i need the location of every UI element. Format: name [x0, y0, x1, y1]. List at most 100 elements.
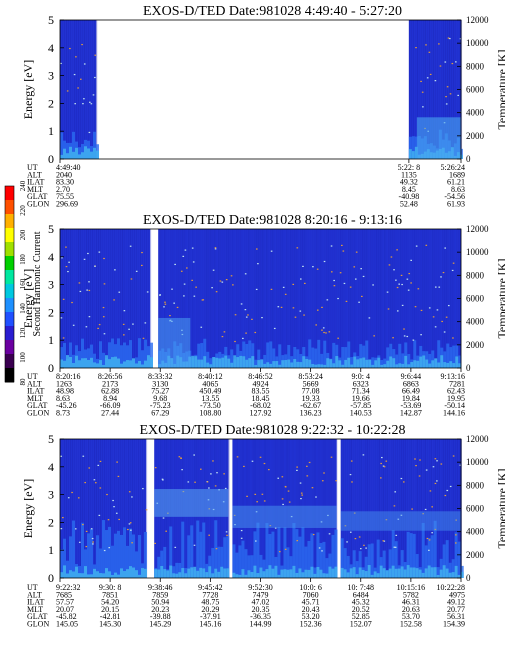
spectrogram-low-energy-peak — [206, 362, 210, 368]
spectrogram-low-energy — [290, 356, 294, 368]
spectrogram-low-energy-peak — [147, 355, 150, 368]
spectrogram-column — [406, 229, 408, 368]
temperature-point — [304, 282, 306, 285]
spectrogram-low-energy — [105, 530, 108, 578]
spectrogram-low-energy — [269, 341, 273, 368]
spectrogram-low-energy-peak — [382, 568, 386, 578]
ephemeris-value: 8.63 — [56, 394, 70, 403]
spectrogram-column — [84, 20, 86, 159]
temperature-point — [284, 548, 287, 550]
spectrogram-low-energy-peak — [434, 358, 438, 368]
temperature-point — [400, 514, 403, 516]
temperature-point — [145, 509, 148, 511]
temperature-point — [396, 310, 399, 312]
spectrogram-column — [408, 229, 410, 368]
spectrogram-low-energy — [63, 538, 66, 578]
temperature-point — [296, 469, 298, 471]
spectrogram-column — [264, 229, 266, 368]
temperature-point — [92, 94, 95, 96]
spectrogram-column — [376, 439, 378, 578]
spectrogram-low-energy-peak — [75, 355, 78, 368]
ephemeris-value: 75.55 — [56, 192, 74, 201]
ephemeris-value: 45.71 — [302, 598, 320, 607]
temperature-point — [451, 269, 454, 272]
temperature-point — [383, 540, 386, 542]
spectrogram-low-energy-peak — [60, 359, 63, 368]
y-tick-label: 3 — [48, 278, 54, 292]
temperature-point — [382, 540, 385, 542]
colorbar: 80 100 120 140 160 180 200 220 240 Second Harmoni… — [4, 180, 43, 386]
temperature-point — [415, 464, 417, 467]
spectrogram-low-energy — [135, 551, 138, 578]
ephemeris-value: 56.31 — [447, 612, 465, 621]
spectrogram-low-energy — [90, 344, 93, 368]
temperature-point — [186, 267, 188, 269]
spectrogram-column — [94, 229, 96, 368]
spectrogram-column — [106, 229, 108, 368]
spectrogram-column — [178, 229, 180, 368]
spectrogram-low-energy-peak — [284, 359, 288, 368]
spectrogram-column — [64, 439, 66, 578]
spectrogram-low-energy — [78, 147, 81, 159]
spectrogram-low-energy-peak — [233, 355, 237, 368]
spectrogram-low-energy-peak — [123, 571, 126, 578]
temperature-point — [225, 279, 228, 281]
colorbar-swatch — [5, 298, 14, 313]
temperature-point — [223, 473, 225, 475]
spectrogram-low-energy-peak — [259, 567, 263, 578]
spectrogram-low-energy-peak — [413, 360, 417, 368]
spectrogram-low-energy-peak — [283, 569, 287, 578]
spectrogram-low-energy-peak — [275, 361, 279, 368]
spectrogram-column — [386, 439, 388, 578]
spectrogram-column — [294, 229, 296, 368]
colorbar-tick-label: 100 — [19, 352, 27, 363]
spectrogram-column — [452, 439, 454, 578]
ephemeris-row-label: GLON — [27, 200, 49, 209]
temperature-point — [212, 460, 214, 462]
spectrogram-column — [340, 229, 342, 368]
temperature-point — [393, 269, 395, 271]
spectrogram-low-energy — [251, 343, 255, 368]
ephemeris-value: 4:49:40 — [56, 163, 80, 172]
ephemeris-value: 20.63 — [402, 605, 420, 614]
ephemeris-row-label: ALT — [27, 170, 42, 179]
spectrogram-column — [376, 229, 378, 368]
spectrogram-low-energy-peak — [362, 357, 366, 368]
temperature-point — [362, 454, 365, 456]
spectrogram-low-energy-peak — [320, 364, 324, 368]
spectrogram-low-energy — [117, 530, 120, 578]
temperature-point — [174, 263, 176, 266]
spectrogram-low-energy-peak — [265, 569, 269, 578]
spectrogram-column — [304, 229, 306, 368]
temperature-point — [424, 508, 427, 511]
spectrogram-low-energy-peak — [117, 358, 120, 368]
temperature-point — [132, 323, 134, 325]
spectrogram-column — [336, 439, 338, 578]
y-tick-label: 2 — [48, 515, 54, 529]
spectrogram-low-energy-peak — [437, 362, 441, 368]
temperature-point — [292, 283, 295, 286]
spectrogram-low-energy-peak — [425, 359, 429, 368]
temperature-point — [418, 475, 421, 477]
spectrogram-low-energy-peak — [406, 565, 410, 578]
temperature-point — [67, 497, 70, 499]
temperature-point — [315, 496, 317, 498]
spectrogram-low-energy-peak — [220, 566, 224, 578]
spectrogram-column — [166, 229, 168, 368]
spectrogram-column — [270, 229, 272, 368]
spectrogram-column — [422, 229, 424, 368]
temperature-point — [61, 257, 63, 259]
ephemeris-value: 9:13:16 — [441, 372, 465, 381]
temperature-point — [446, 86, 449, 88]
temperature-point — [135, 270, 138, 272]
ephemeris-value: 1689 — [449, 170, 465, 179]
spectrogram-column — [232, 229, 234, 368]
spectrogram-low-energy-peak — [389, 356, 393, 368]
spectrogram-low-energy — [343, 548, 347, 578]
spectrogram-column — [412, 439, 414, 578]
spectrogram-column — [252, 229, 254, 368]
temperature-point — [78, 541, 81, 543]
spectrogram-column — [404, 229, 406, 368]
temperature-point — [296, 466, 298, 468]
y-tick-label: 4 — [48, 460, 54, 474]
